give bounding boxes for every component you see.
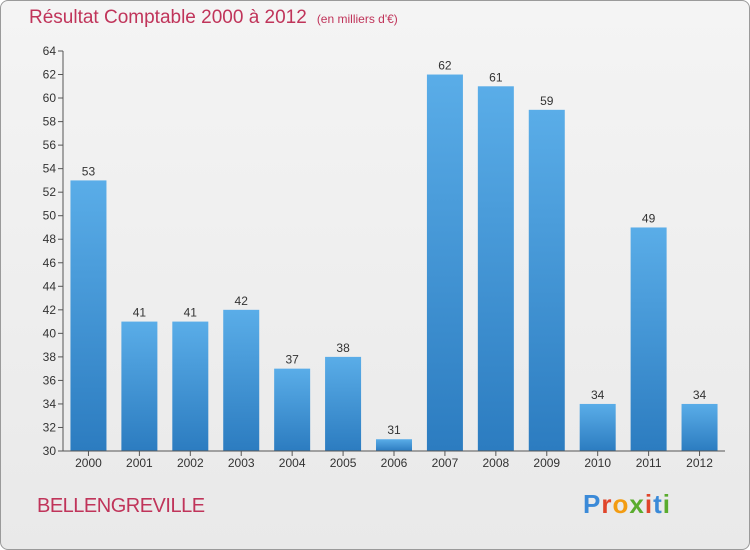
chart-title: Résultat Comptable 2000 à 2012 (en millie… xyxy=(29,7,398,29)
y-tick-label: 40 xyxy=(43,326,57,340)
y-tick-label: 48 xyxy=(43,232,57,246)
y-tick-label: 58 xyxy=(43,115,57,129)
x-tick-label: 2011 xyxy=(636,456,662,470)
y-tick-label: 36 xyxy=(43,373,57,387)
bar xyxy=(528,109,565,451)
y-tick-label: 30 xyxy=(43,444,57,458)
logo-letter: P xyxy=(583,489,602,519)
bar xyxy=(121,321,158,451)
commune-name: BELLENGREVILLE xyxy=(37,495,205,517)
x-tick-label: 2008 xyxy=(482,456,509,470)
logo-letter: r xyxy=(601,489,613,519)
y-tick-label: 46 xyxy=(43,256,57,270)
x-axis: 2000 2001 2002 2003 2004 2005 2006 2007 2008 2009… xyxy=(63,450,725,470)
bar-value-label: 61 xyxy=(489,70,503,84)
logo-letter: o xyxy=(612,489,630,519)
bar-value-label: 41 xyxy=(133,306,147,320)
x-tick-label: 2009 xyxy=(533,456,560,470)
logo-letter: i xyxy=(644,489,654,519)
bar xyxy=(376,439,412,451)
x-tick-label: 2005 xyxy=(330,456,357,470)
y-tick-label: 54 xyxy=(43,162,57,176)
logo-letter: i xyxy=(662,489,671,519)
x-tick-label: 2001 xyxy=(126,456,153,470)
y-tick-label: 32 xyxy=(43,420,57,434)
bar-value-label: 53 xyxy=(82,164,96,178)
y-tick-label: 56 xyxy=(43,138,57,152)
y-tick-label: 38 xyxy=(43,350,57,364)
bar xyxy=(325,356,362,451)
x-tick-label: 2000 xyxy=(75,456,102,470)
x-tick-label: 2007 xyxy=(432,456,459,470)
bar xyxy=(579,403,616,451)
y-tick-label: 62 xyxy=(43,68,57,82)
logo-letter: t xyxy=(653,489,663,519)
y-tick-label: 60 xyxy=(43,91,57,105)
logo-letter: x xyxy=(629,489,645,519)
bar xyxy=(681,403,718,451)
bar-value-label: 42 xyxy=(235,294,249,308)
y-axis: 30 32 34 36 38 40 42 44 46 48 50 52 54 56 58 60 62 64 xyxy=(43,44,64,458)
bar-value-label: 49 xyxy=(642,211,656,225)
y-tick-label: 50 xyxy=(43,209,57,223)
y-tick-label: 64 xyxy=(43,44,57,58)
y-tick-label: 44 xyxy=(43,279,57,293)
bar xyxy=(70,180,107,452)
bar-value-label: 38 xyxy=(336,341,350,355)
y-tick-label: 42 xyxy=(43,303,57,317)
chart-unit: (en milliers d'€) xyxy=(316,12,398,26)
bar-value-label: 59 xyxy=(540,94,554,108)
x-tick-label: 2010 xyxy=(584,456,611,470)
bar-value-label: 41 xyxy=(184,306,198,320)
bar-value-label: 31 xyxy=(387,423,401,437)
x-tick-label: 2004 xyxy=(279,456,306,470)
chart-title-text: Résultat Comptable 2000 à 2012 xyxy=(29,7,307,28)
bar-value-label: 34 xyxy=(591,388,605,402)
bar xyxy=(274,368,311,451)
bar xyxy=(426,74,463,451)
x-tick-label: 2012 xyxy=(686,456,713,470)
proxiti-logo[interactable]: Proxiti xyxy=(583,489,671,520)
bars: 53 41 41 42 37 38 31 62 61 59 34 49 34 xyxy=(70,59,718,452)
x-tick-label: 2006 xyxy=(381,456,408,470)
bar-value-label: 37 xyxy=(285,353,299,367)
x-tick-label: 2003 xyxy=(228,456,255,470)
bar xyxy=(223,309,260,451)
bar-value-label: 34 xyxy=(693,388,707,402)
x-tick-label: 2002 xyxy=(177,456,204,470)
y-tick-label: 34 xyxy=(43,397,57,411)
bar xyxy=(172,321,209,451)
bar-value-label: 62 xyxy=(438,59,452,73)
bar xyxy=(630,227,667,451)
y-tick-label: 52 xyxy=(43,185,57,199)
bar xyxy=(477,86,514,451)
